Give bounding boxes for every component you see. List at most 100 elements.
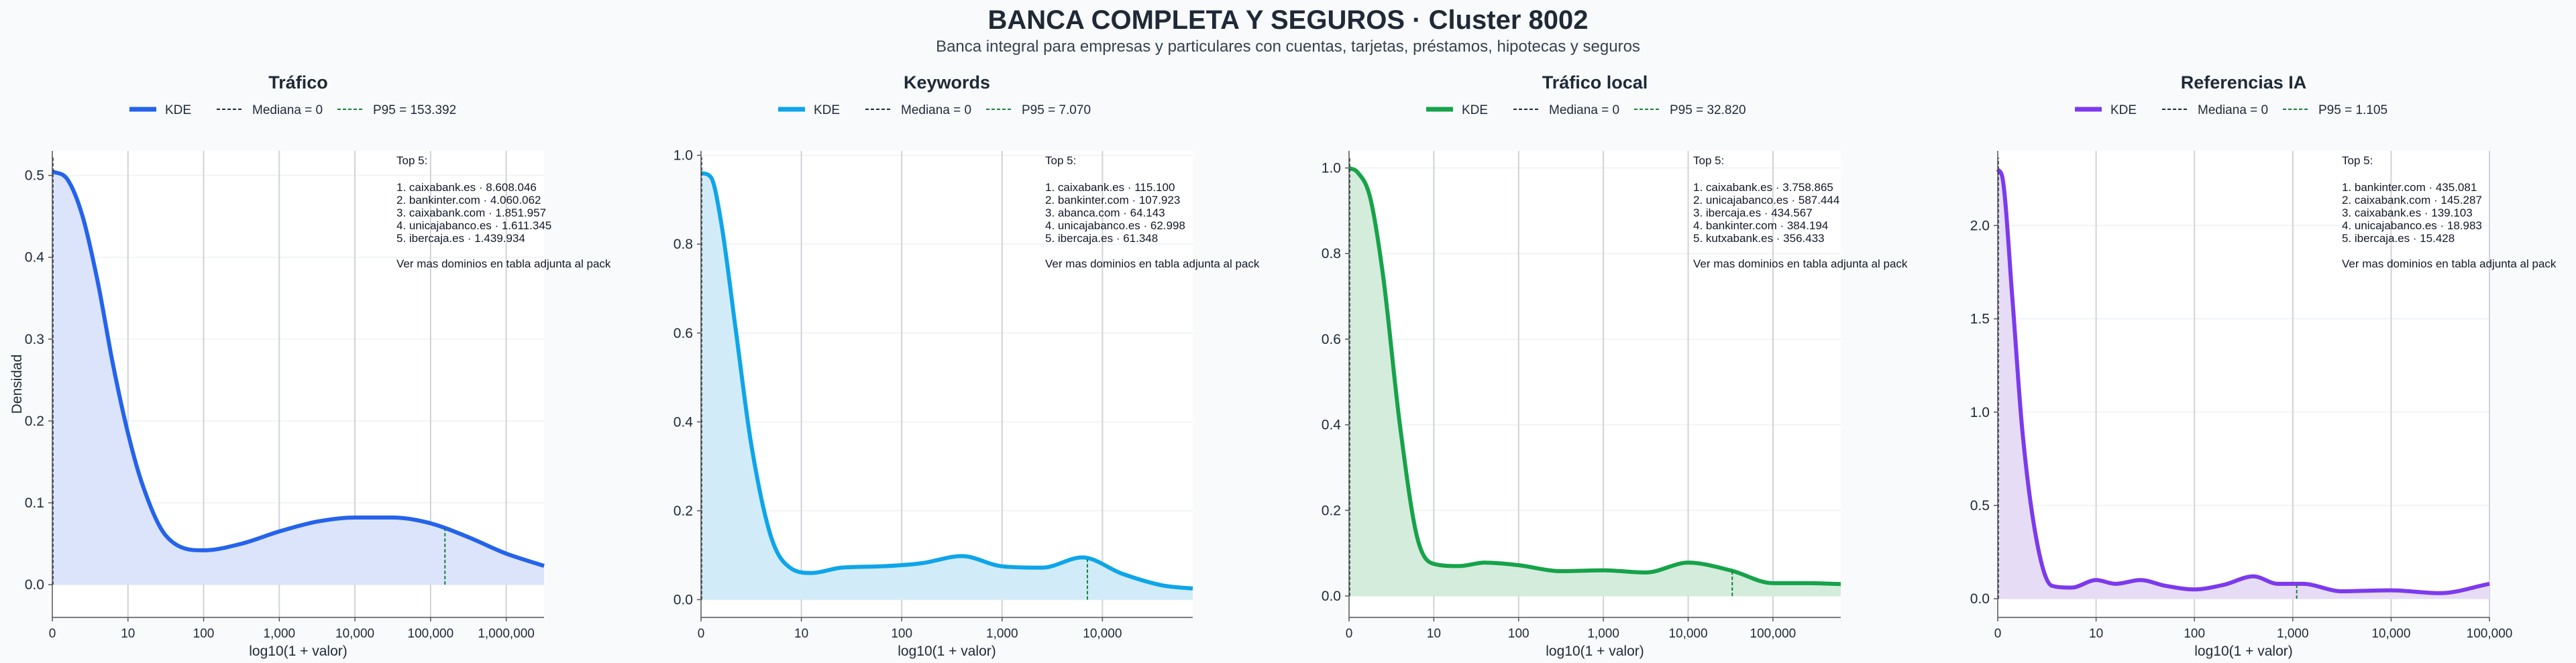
legend-kde-label: KDE (2110, 103, 2137, 117)
y-tick-label: 0.1 (25, 495, 44, 511)
kde-area (701, 173, 1193, 600)
y-tick-label: 0.8 (674, 237, 693, 252)
annotation-item: 2. bankinter.com · 107.923 (1045, 194, 1180, 206)
y-tick-label: 0.5 (1970, 498, 1990, 514)
x-tick-label: 100 (193, 627, 215, 641)
annotation-item: 2. unicajabanco.es · 587.444 (1693, 194, 1839, 206)
y-tick-label: 1.0 (1322, 161, 1341, 176)
y-tick-label: 1.0 (674, 148, 693, 164)
y-tick-label: 0.4 (1322, 418, 1342, 433)
plot-area (1349, 151, 1841, 617)
panel-title: Referencias IA (2181, 72, 2307, 93)
annotation-item: 1. caixabank.es · 3.758.865 (1693, 181, 1833, 194)
legend-p95-label: P95 = 32.820 (1670, 103, 1746, 117)
x-tick-label: 10 (794, 627, 808, 641)
y-axis-label: Densidad (9, 355, 25, 414)
plot-area (1998, 151, 2489, 617)
annotation-item: 5. ibercaja.es · 1.439.934 (396, 232, 525, 245)
x-tick-label: 100,000 (408, 627, 454, 641)
panel-title: Keywords (904, 72, 990, 93)
x-tick-label: 0 (49, 627, 56, 641)
y-tick-label: 1.5 (1970, 312, 1990, 327)
y-tick-label: 0.8 (1322, 246, 1341, 261)
annotation-item: 4. bankinter.com · 384.194 (1693, 219, 1828, 232)
plot-area (701, 151, 1193, 617)
x-tick-label: 100,000 (2467, 627, 2513, 641)
annotation-item: 1. bankinter.com · 435.081 (2342, 181, 2477, 194)
kde-line (1348, 166, 1841, 587)
panel-title: Tráfico local (1542, 72, 1648, 93)
y-tick-label: 0.0 (1970, 591, 1990, 607)
x-tick-label: 10,000 (2371, 627, 2410, 641)
legend-kde-label: KDE (165, 103, 191, 117)
y-tick-label: 0.5 (25, 168, 44, 184)
kde-line (51, 169, 545, 568)
annotation-item: 3. ibercaja.es · 434.567 (1693, 206, 1813, 219)
annotation-item: 4. unicajabanco.es · 1.611.345 (396, 219, 551, 232)
annotation-header: Top 5: (1045, 154, 1076, 167)
y-tick-label: 0.2 (1322, 503, 1341, 518)
legend-median-label: Mediana = 0 (252, 103, 323, 117)
y-tick-label: 0.2 (25, 414, 44, 429)
x-tick-label: 1,000 (986, 627, 1018, 641)
annotation-item: 5. ibercaja.es · 15.428 (2342, 232, 2455, 245)
annotation-item: 1. caixabank.es · 8.608.046 (396, 181, 537, 194)
annotation-header: Top 5: (1693, 154, 1724, 167)
y-tick-label: 0.0 (25, 577, 44, 593)
annotation-footer: Ver mas dominios en tabla adjunta al pac… (1693, 257, 1908, 270)
panel-3: Tráfico local KDE Mediana = 0 P95 = 32.820 0… (1322, 72, 1908, 659)
legend-p95-label: P95 = 1.105 (2318, 103, 2387, 117)
x-tick-label: 100 (1508, 627, 1529, 641)
annotation-footer: Ver mas dominios en tabla adjunta al pac… (2342, 257, 2557, 270)
y-tick-label: 1.0 (1970, 405, 1990, 420)
x-tick-label: 10,000 (1083, 627, 1122, 641)
x-tick-label: 1,000,000 (478, 627, 535, 641)
x-tick-label: 10 (121, 627, 135, 641)
annotation-item: 4. unicajabanco.es · 62.998 (1045, 219, 1185, 232)
y-tick-label: 0.3 (25, 332, 44, 347)
annotation-item: 4. unicajabanco.es · 18.983 (2342, 219, 2482, 232)
kde-line (700, 171, 1193, 591)
x-axis-label: log10(1 + valor) (2194, 644, 2293, 659)
kde-area (52, 171, 544, 585)
annotation-item: 3. abanca.com · 64.143 (1045, 206, 1165, 219)
legend-p95-label: P95 = 7.070 (1022, 103, 1091, 117)
annotation-item: 2. caixabank.com · 145.287 (2342, 194, 2482, 206)
annotation-item: 2. bankinter.com · 4.060.062 (396, 194, 541, 206)
legend-median-label: Mediana = 0 (2198, 103, 2268, 117)
x-tick-label: 1,000 (2277, 627, 2309, 641)
x-tick-label: 1,000 (264, 627, 296, 641)
panel-2: Keywords KDE Mediana = 0 P95 = 7.070 0.0 0.2 0… (674, 72, 1260, 659)
x-tick-label: 0 (1994, 627, 2002, 641)
legend-kde-label: KDE (1462, 103, 1488, 117)
x-axis-label: log10(1 + valor) (1546, 644, 1644, 659)
panel-4: Referencias IA KDE Mediana = 0 P95 = 1.105 0… (1970, 72, 2557, 659)
x-tick-label: 100 (891, 627, 912, 641)
panel-title: Tráfico (268, 72, 328, 93)
x-tick-label: 10 (2089, 627, 2103, 641)
annotation-item: 5. ibercaja.es · 61.348 (1045, 232, 1158, 245)
x-tick-label: 10,000 (1668, 627, 1707, 641)
x-axis-label: log10(1 + valor) (249, 644, 347, 659)
y-tick-label: 0.6 (674, 326, 693, 341)
x-tick-label: 100,000 (1750, 627, 1796, 641)
annotation-footer: Ver mas dominios en tabla adjunta al pac… (1045, 257, 1260, 270)
y-tick-label: 2.0 (1970, 218, 1990, 233)
legend-median-label: Mediana = 0 (901, 103, 971, 117)
x-tick-label: 10,000 (335, 627, 374, 641)
page-title: BANCA COMPLETA Y SEGUROS · Cluster 8002 (987, 5, 1589, 35)
annotation-item: 5. kutxabank.es · 356.433 (1693, 232, 1825, 245)
x-tick-label: 1,000 (1587, 627, 1619, 641)
annotation-header: Top 5: (396, 154, 427, 167)
y-tick-label: 0.0 (1322, 589, 1341, 604)
legend-p95-label: P95 = 153.392 (373, 103, 456, 117)
legend-kde-label: KDE (814, 103, 840, 117)
y-tick-label: 0.4 (674, 414, 694, 430)
y-tick-label: 0.4 (25, 250, 45, 265)
y-tick-label: 0.6 (1322, 332, 1341, 347)
annotation-item: 3. caixabank.es · 139.103 (2342, 206, 2473, 219)
x-axis-label: log10(1 + valor) (898, 644, 996, 659)
x-tick-label: 100 (2184, 627, 2205, 641)
kde-area (1349, 168, 1841, 597)
